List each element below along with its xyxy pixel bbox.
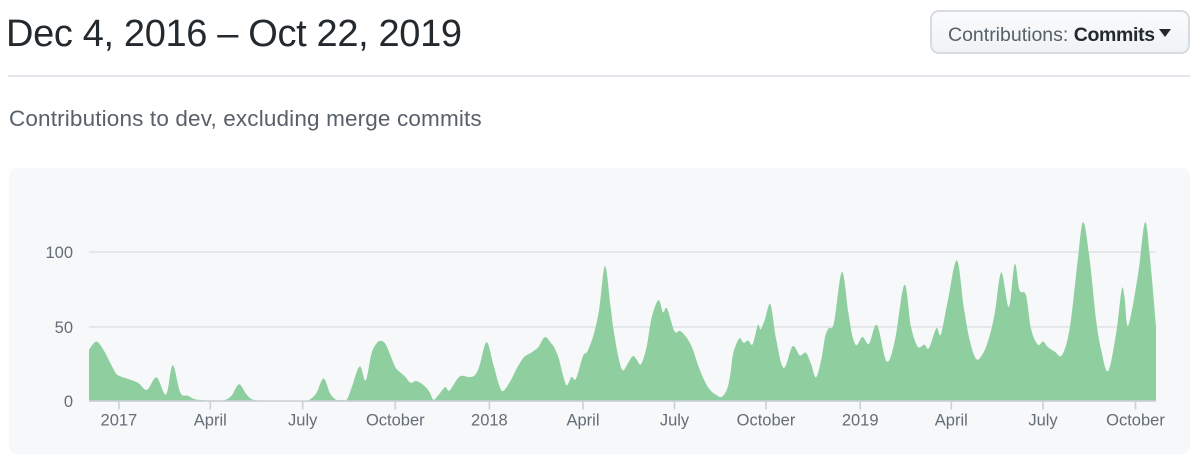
svg-text:2017: 2017	[101, 411, 138, 429]
svg-text:100: 100	[45, 244, 73, 262]
svg-text:April: April	[935, 411, 968, 429]
svg-text:October: October	[1106, 411, 1165, 429]
svg-text:April: April	[566, 411, 599, 429]
svg-text:50: 50	[55, 318, 73, 336]
svg-text:2019: 2019	[842, 411, 879, 429]
svg-text:April: April	[194, 411, 227, 429]
svg-text:2018: 2018	[471, 411, 508, 429]
svg-text:0: 0	[64, 393, 73, 411]
svg-text:October: October	[366, 411, 425, 429]
svg-text:July: July	[660, 411, 690, 429]
svg-text:July: July	[1028, 411, 1058, 429]
svg-text:July: July	[288, 411, 318, 429]
svg-text:October: October	[737, 411, 796, 429]
